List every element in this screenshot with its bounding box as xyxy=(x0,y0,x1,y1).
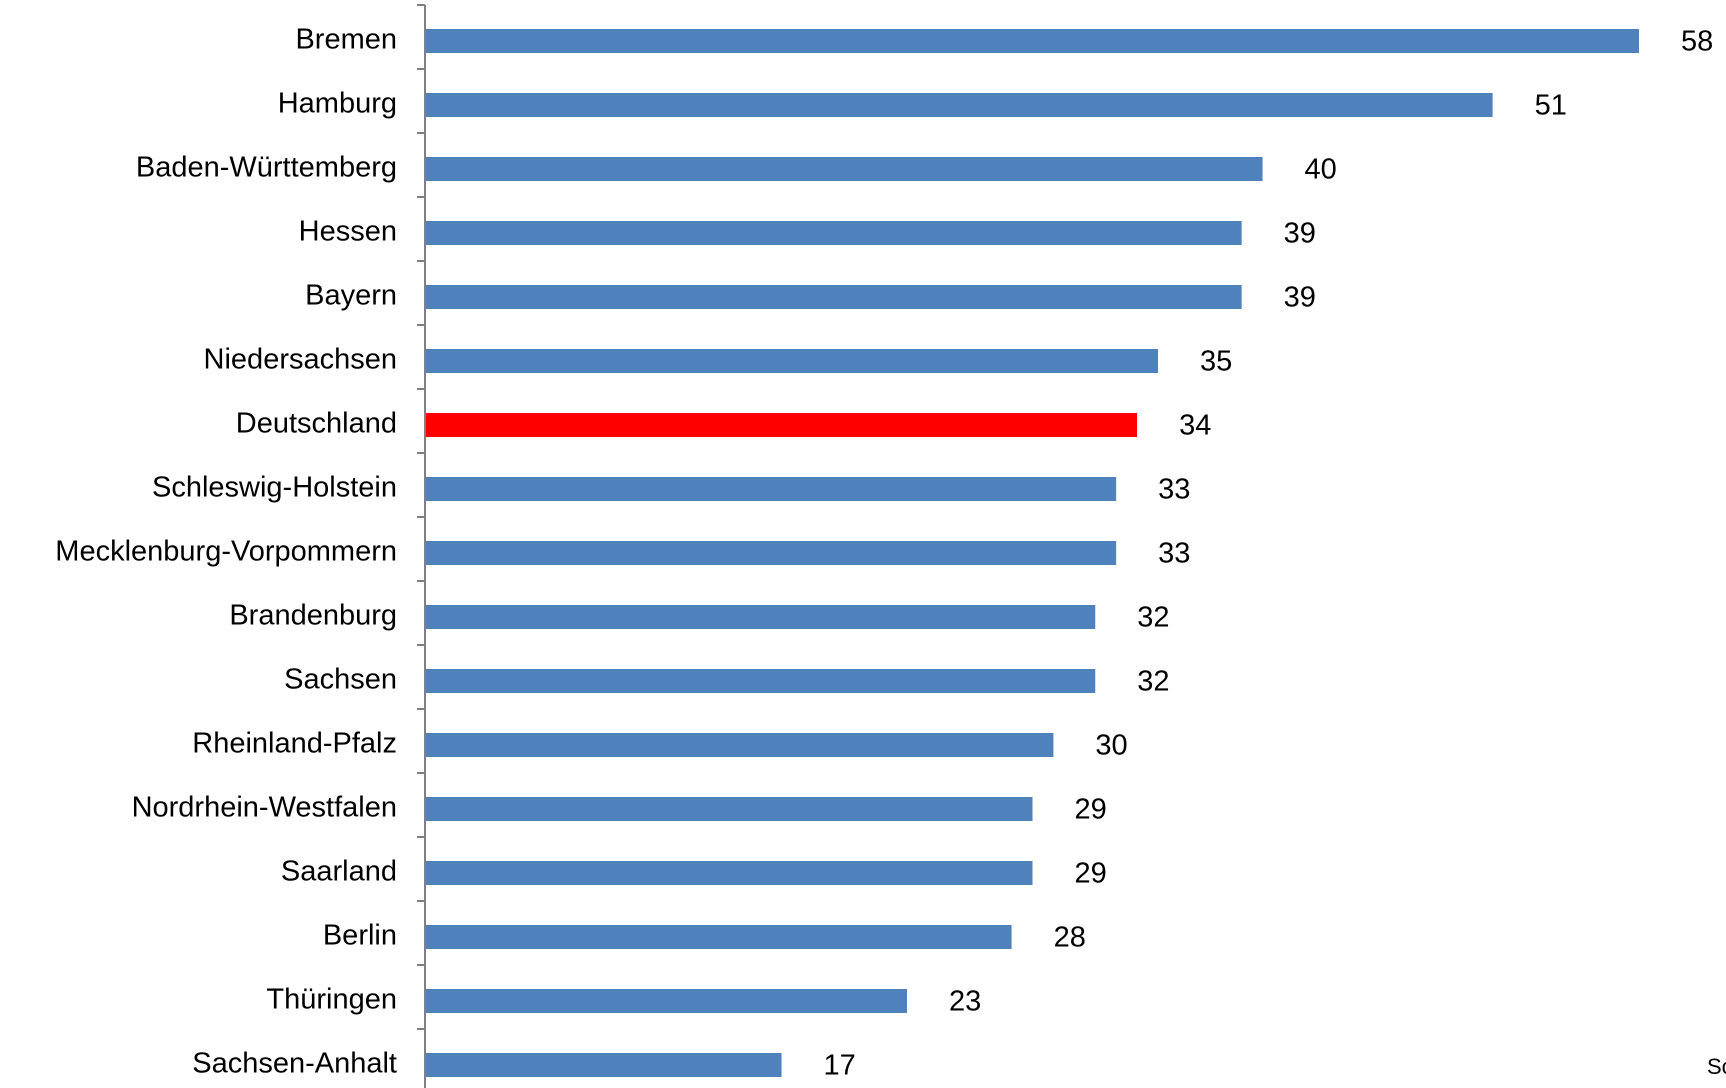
value-label: 33 xyxy=(1158,538,1190,570)
category-label: Sachsen-Anhalt xyxy=(192,1048,397,1080)
value-label: 29 xyxy=(1075,794,1107,826)
bar xyxy=(426,221,1242,245)
category-labels: Bremen Hamburg Baden-Württemberg Hessen Baye… xyxy=(55,24,397,1080)
category-label: Berlin xyxy=(323,920,397,952)
bars-layer xyxy=(426,29,1639,1077)
value-label: 17 xyxy=(824,1050,856,1082)
value-label: 51 xyxy=(1535,90,1567,122)
bar xyxy=(426,477,1117,501)
bar xyxy=(426,349,1158,373)
category-label: Mecklenburg-Vorpommern xyxy=(55,536,397,568)
category-label: Bremen xyxy=(295,24,397,56)
value-label: 30 xyxy=(1095,730,1127,762)
bar xyxy=(426,541,1117,565)
value-label: 29 xyxy=(1075,858,1107,890)
category-label: Bayern xyxy=(305,280,397,312)
value-label: 39 xyxy=(1284,218,1316,250)
value-label: 32 xyxy=(1137,602,1169,634)
bar xyxy=(426,733,1054,757)
category-label: Rheinland-Pfalz xyxy=(192,728,397,760)
axis-ticks xyxy=(417,4,425,1030)
value-label: 32 xyxy=(1137,666,1169,698)
bar xyxy=(426,29,1639,53)
bar xyxy=(426,157,1263,181)
category-label: Sachsen xyxy=(284,664,397,696)
category-label: Hessen xyxy=(299,216,397,248)
value-label: 23 xyxy=(949,986,981,1018)
category-label: Schleswig-Holstein xyxy=(152,472,397,504)
value-label: 39 xyxy=(1284,282,1316,314)
bar xyxy=(426,1053,782,1077)
value-label: 34 xyxy=(1179,410,1211,442)
category-label: Thüringen xyxy=(266,984,397,1016)
bar xyxy=(426,925,1012,949)
value-label: 35 xyxy=(1200,346,1232,378)
bar xyxy=(426,605,1096,629)
bar xyxy=(426,861,1033,885)
category-label: Saarland xyxy=(281,856,397,888)
value-label: 33 xyxy=(1158,474,1190,506)
value-label: 40 xyxy=(1305,154,1337,186)
bar xyxy=(426,989,908,1013)
source-note-text: Sc xyxy=(1707,1054,1726,1079)
bar xyxy=(426,669,1096,693)
bar xyxy=(426,413,1138,437)
bar xyxy=(426,285,1242,309)
value-labels: 58 51 40 39 39 35 34 33 33 32 32 30 29 29 28 23 17 xyxy=(824,26,1714,1082)
category-label: Brandenburg xyxy=(229,600,397,632)
category-label: Hamburg xyxy=(278,88,397,120)
value-label: 58 xyxy=(1681,26,1713,58)
category-label: Nordrhein-Westfalen xyxy=(132,792,397,824)
bar xyxy=(426,797,1033,821)
category-label: Baden-Württemberg xyxy=(136,152,397,184)
bar xyxy=(426,93,1493,117)
category-label: Deutschland xyxy=(236,408,397,440)
category-label: Niedersachsen xyxy=(204,344,397,376)
value-label: 28 xyxy=(1054,922,1086,954)
